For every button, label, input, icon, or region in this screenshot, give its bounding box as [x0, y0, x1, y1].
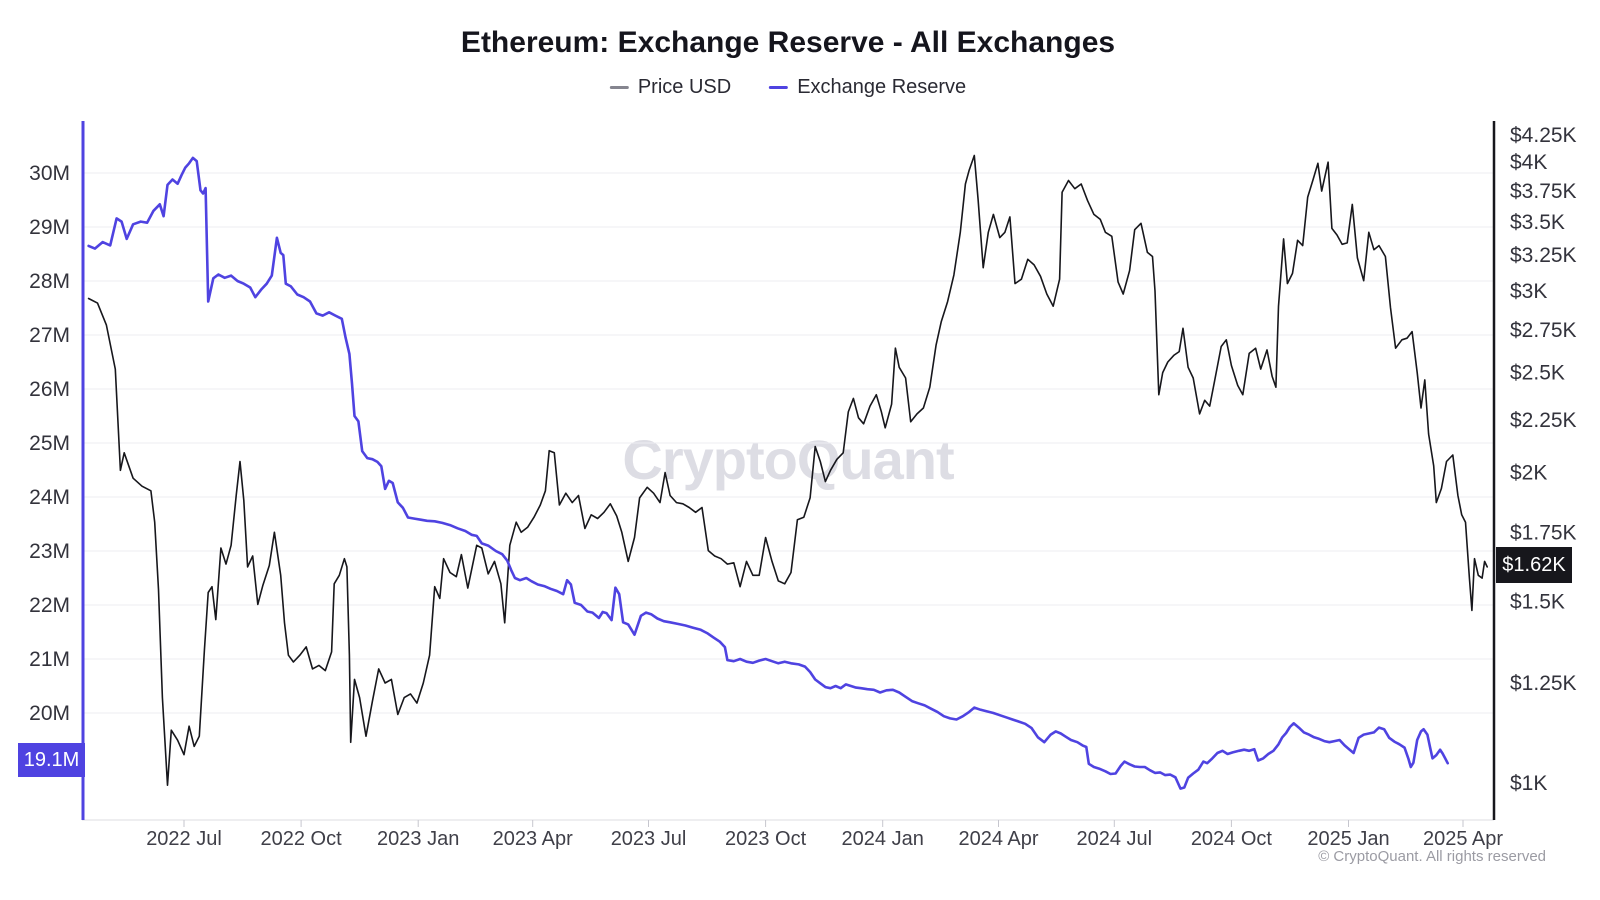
y-axis-label-left: 20M	[29, 702, 70, 725]
x-axis-label: 2024 Jul	[1076, 828, 1152, 850]
y-axis-label-right: $2K	[1510, 462, 1547, 485]
y-axis-label-left: 27M	[29, 324, 70, 347]
copyright-notice: © CryptoQuant. All rights reserved	[1318, 848, 1546, 865]
x-axis-label: 2024 Oct	[1191, 828, 1273, 850]
price-usd-line[interactable]	[87, 154, 1488, 786]
y-axis-label-left: 26M	[29, 378, 70, 401]
y-axis-label-left: 30M	[29, 162, 70, 185]
price-line-swatch-icon	[609, 86, 629, 89]
y-axis-label-right: $1.75K	[1510, 521, 1577, 544]
y-axis-label-left: 22M	[29, 594, 70, 617]
x-axis-label: 2023 Jan	[377, 828, 459, 850]
y-axis-label-right: $1.25K	[1510, 672, 1577, 695]
legend-label-exchange-reserve: Exchange Reserve	[797, 76, 967, 98]
y-axis-label-left: 29M	[29, 216, 70, 239]
legend-label-price-usd: Price USD	[637, 76, 732, 98]
y-axis-label-right: $1K	[1510, 772, 1547, 795]
x-axis-label: 2022 Jul	[146, 828, 222, 850]
y-axis-label-right: $4.25K	[1510, 124, 1577, 147]
legend-item-exchange-reserve[interactable]: Exchange Reserve	[769, 76, 966, 99]
x-axis-label: 2024 Apr	[958, 828, 1038, 850]
y-axis-label-right: $2.75K	[1510, 319, 1577, 342]
legend-item-price-usd[interactable]: Price USD	[609, 76, 732, 99]
price-current-value-badge: $1.62K	[1496, 547, 1572, 583]
x-axis-label: 2023 Apr	[493, 828, 573, 850]
y-axis-label-right: $3K	[1510, 280, 1547, 303]
y-axis-label-right: $3.5K	[1510, 211, 1565, 234]
y-axis-label-left: 23M	[29, 540, 70, 563]
legend: Price USD Exchange Reserve	[609, 76, 966, 99]
exchange-reserve-line[interactable]	[87, 156, 1449, 790]
x-axis-label: 2024 Jan	[842, 828, 924, 850]
y-axis-label-right: $2.5K	[1510, 362, 1565, 385]
page-title: Ethereum: Exchange Reserve - All Exchang…	[460, 26, 1116, 59]
y-axis-label-left: 21M	[29, 648, 70, 671]
y-axis-label-right: $3.25K	[1510, 244, 1577, 267]
x-axis-label: 2025 Apr	[1423, 828, 1503, 850]
reserve-current-value-badge: 19.1M	[18, 743, 85, 777]
y-axis-label-right: $3.75K	[1510, 180, 1577, 203]
y-axis-label-left: 24M	[29, 486, 70, 509]
reserve-line-swatch-icon	[769, 86, 789, 89]
y-axis-label-left: 25M	[29, 432, 70, 455]
x-axis-label: 2025 Jan	[1307, 828, 1389, 850]
y-axis-label-right: $2.25K	[1510, 409, 1577, 432]
y-axis-label-right: $1.5K	[1510, 590, 1565, 613]
y-axis-label-right: $4K	[1510, 151, 1547, 174]
x-axis-label: 2022 Oct	[261, 828, 343, 850]
y-axis-label-left: 28M	[29, 270, 70, 293]
x-axis-label: 2023 Jul	[611, 828, 687, 850]
x-axis-label: 2023 Oct	[725, 828, 807, 850]
